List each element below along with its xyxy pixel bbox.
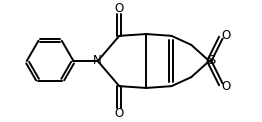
Text: S: S xyxy=(207,55,215,67)
Text: O: O xyxy=(222,80,231,93)
Text: N: N xyxy=(92,55,101,67)
Text: O: O xyxy=(222,29,231,42)
Text: O: O xyxy=(115,2,124,15)
Text: O: O xyxy=(115,107,124,120)
